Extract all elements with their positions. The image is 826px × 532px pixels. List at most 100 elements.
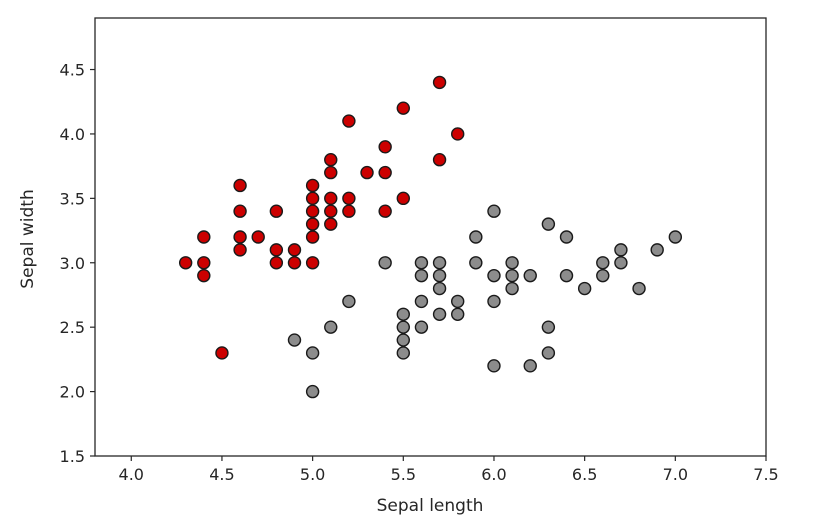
- data-point-series-1: [342, 114, 356, 128]
- x-axis-ticks: 4.0 4.5 5.0 5.5 6.0 6.5 7.0 7.5: [119, 456, 779, 484]
- data-point-series-2: [487, 268, 501, 283]
- y-tick-label: 1.5: [60, 447, 85, 466]
- data-point-series-2: [432, 307, 447, 321]
- data-point-series-2: [414, 320, 429, 334]
- y-tick-label: 2.5: [60, 318, 85, 337]
- data-point-series-1: [197, 230, 211, 244]
- data-point-series-1: [305, 256, 320, 270]
- data-point-series-1: [324, 153, 338, 167]
- data-point-series-1: [305, 204, 320, 218]
- data-point-series-2: [541, 346, 556, 360]
- data-point-series-1: [233, 178, 247, 193]
- data-point-series-1: [378, 204, 392, 218]
- data-point-series-2: [596, 256, 610, 270]
- data-point-series-2: [632, 281, 646, 296]
- data-point-series-1: [324, 191, 338, 206]
- data-point-series-2: [487, 204, 501, 218]
- x-tick-label: 7.0: [663, 465, 688, 484]
- y-axis-label: Sepal width: [18, 189, 38, 288]
- data-point-series-2: [305, 384, 320, 399]
- data-point-series-1: [432, 75, 447, 90]
- data-point-series-2: [487, 359, 501, 373]
- data-point-series-2: [414, 256, 429, 270]
- data-point-series-1: [251, 230, 265, 244]
- data-point-series-1: [305, 230, 320, 244]
- x-tick-label: 6.0: [481, 465, 506, 484]
- data-point-series-1: [324, 165, 338, 180]
- data-point-series-1: [178, 256, 193, 270]
- data-point-series-1: [215, 346, 229, 360]
- data-point-series-2: [596, 268, 610, 283]
- y-tick-label: 3.0: [60, 254, 85, 273]
- data-point-series-2: [614, 243, 628, 257]
- data-point-series-1: [451, 127, 465, 141]
- data-point-series-1: [396, 191, 410, 206]
- data-point-series-1: [233, 204, 247, 218]
- data-point-series-1: [324, 217, 338, 231]
- data-point-series-2: [432, 256, 447, 270]
- data-point-series-2: [451, 294, 465, 309]
- x-tick-label: 4.0: [119, 465, 144, 484]
- data-point-series-2: [432, 268, 447, 283]
- data-point-series-1: [305, 217, 320, 231]
- y-tick-label: 4.5: [60, 61, 85, 80]
- data-point-series-1: [324, 204, 338, 218]
- y-tick-label: 2.0: [60, 383, 85, 402]
- data-point-series-2: [414, 268, 429, 283]
- data-point-series-2: [378, 256, 392, 270]
- data-point-series-2: [305, 346, 320, 360]
- data-point-series-1: [342, 204, 356, 218]
- data-point-series-2: [324, 320, 338, 334]
- data-point-series-1: [396, 101, 410, 115]
- data-point-series-1: [233, 230, 247, 244]
- data-point-series-2: [451, 307, 465, 321]
- data-point-series-1: [287, 243, 302, 257]
- data-point-series-1: [305, 178, 320, 193]
- data-point-series-1: [197, 268, 211, 283]
- data-point-series-1: [233, 243, 247, 257]
- data-point-series-2: [469, 256, 483, 270]
- data-point-series-2: [396, 333, 410, 347]
- data-point-series-1: [305, 191, 320, 206]
- data-point-series-2: [287, 333, 302, 347]
- data-point-series-1: [197, 256, 211, 270]
- x-tick-label: 5.0: [300, 465, 325, 484]
- data-point-series-1: [378, 140, 392, 154]
- data-point-series-1: [378, 165, 392, 180]
- data-point-series-2: [559, 268, 574, 283]
- data-point-series-1: [269, 243, 284, 257]
- data-point-series-2: [487, 294, 501, 309]
- data-point-series-2: [505, 268, 519, 283]
- y-tick-label: 4.0: [60, 125, 85, 144]
- data-point-series-2: [396, 307, 410, 321]
- data-point-series-2: [342, 294, 356, 309]
- data-point-series-2: [505, 281, 519, 296]
- x-tick-label: 4.5: [209, 465, 234, 484]
- data-point-series-2: [414, 294, 429, 309]
- y-axis-ticks: 1.5 2.0 2.5 3.0 3.5 4.0 4.5: [60, 61, 95, 466]
- data-point-series-2: [668, 230, 683, 244]
- data-point-series-2: [523, 359, 537, 373]
- data-point-series-1: [432, 153, 447, 167]
- x-tick-label: 6.5: [572, 465, 597, 484]
- data-point-series-2: [432, 281, 447, 296]
- x-tick-label: 7.5: [753, 465, 778, 484]
- data-point-series-1: [269, 204, 284, 218]
- data-point-series-1: [342, 191, 356, 206]
- x-axis-label: Sepal length: [377, 496, 484, 516]
- data-point-series-2: [396, 320, 410, 334]
- plot-area: [94, 17, 767, 457]
- data-point-series-2: [505, 256, 519, 270]
- data-point-series-1: [287, 256, 302, 270]
- data-point-series-2: [523, 268, 537, 283]
- data-point-series-1: [269, 256, 284, 270]
- data-point-series-2: [469, 230, 483, 244]
- data-point-series-2: [614, 256, 628, 270]
- data-points: [178, 75, 683, 399]
- data-point-series-2: [577, 281, 592, 296]
- y-tick-label: 3.5: [60, 189, 85, 208]
- data-point-series-2: [559, 230, 574, 244]
- data-point-series-1: [360, 165, 374, 180]
- data-point-series-2: [541, 320, 556, 334]
